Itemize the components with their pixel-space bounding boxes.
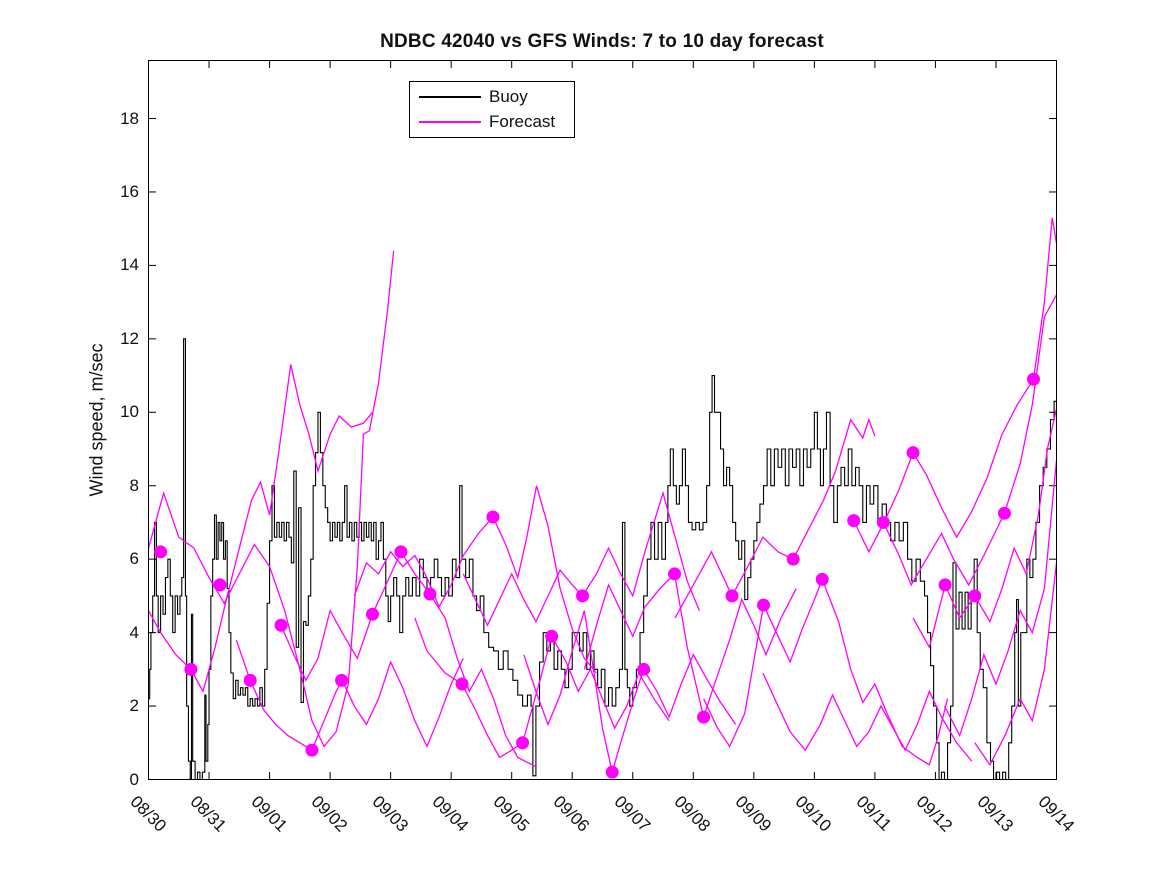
forecast-dot [184,662,198,676]
forecast-line [414,617,670,759]
legend-label-buoy: Buoy [489,87,528,106]
legend: Buoy Forecast [409,81,575,138]
forecast-line [462,490,700,627]
forecast-dot [815,572,829,586]
forecast-dot [668,567,682,581]
forecast-line [523,610,737,773]
y-tick-label: 12 [120,328,139,348]
forecast-line [148,250,395,748]
y-tick-label: 2 [129,696,139,716]
forecast-line [148,364,373,694]
forecast-dot [365,607,379,621]
forecast-dot [486,510,500,524]
forecast-line-swatch [419,121,481,123]
forecast-dot [906,446,920,460]
forecast-dot [576,589,590,603]
forecast-line [280,550,537,768]
forecast-dot [305,743,319,757]
forecast-lines [148,217,1057,773]
forecast-line [882,294,1057,587]
forecast-line [912,408,1057,650]
y-tick-label: 16 [120,181,139,201]
legend-entry-buoy: Buoy [419,87,574,107]
forecast-dot [968,589,982,603]
forecast-line [762,672,973,762]
forecast-dot [545,629,559,643]
y-tick-label: 0 [129,769,139,789]
forecast-dot [786,552,800,566]
forecast-line [853,217,1057,554]
forecast-dot [154,545,168,559]
forecast-dot [455,677,469,691]
forecast-dot [516,736,530,750]
forecast-dot [605,765,619,779]
plot-border [148,60,1057,780]
forecast-line [974,562,1057,767]
axis-ticks [148,60,1057,780]
buoy-line [148,338,1057,780]
forecast-dot [725,589,739,603]
forecast-dot [697,710,711,724]
forecast-line [703,577,949,766]
y-tick-label: 4 [129,622,139,642]
forecast-line [353,485,597,674]
chart-title: NDBC 42040 vs GFS Winds: 7 to 10 day for… [380,31,824,52]
forecast-dot [847,514,861,528]
forecast-line [943,459,1057,738]
buoy-line-swatch [419,96,481,98]
forecast-dots [154,372,1040,779]
forecast-dot [876,515,890,529]
y-tick-label: 10 [120,402,139,422]
forecast-dot [423,587,437,601]
forecast-dot [335,673,349,687]
y-tick-label: 18 [120,108,139,128]
forecast-dot [213,578,227,592]
forecast-dot [394,545,408,559]
legend-label-forecast: Forecast [489,112,556,131]
forecast-dot [274,618,288,632]
y-tick-label: 14 [120,255,139,275]
forecast-dot [938,578,952,592]
forecast-line [235,639,464,752]
y-tick-label: 8 [129,475,139,495]
forecast-dot [997,506,1011,520]
forecast-dot [1027,372,1040,386]
legend-entry-forecast: Forecast [419,112,574,132]
forecast-dot [243,673,257,687]
forecast-dot [757,598,771,612]
forecast-dot [637,662,651,676]
y-tick-label: 6 [129,549,139,569]
